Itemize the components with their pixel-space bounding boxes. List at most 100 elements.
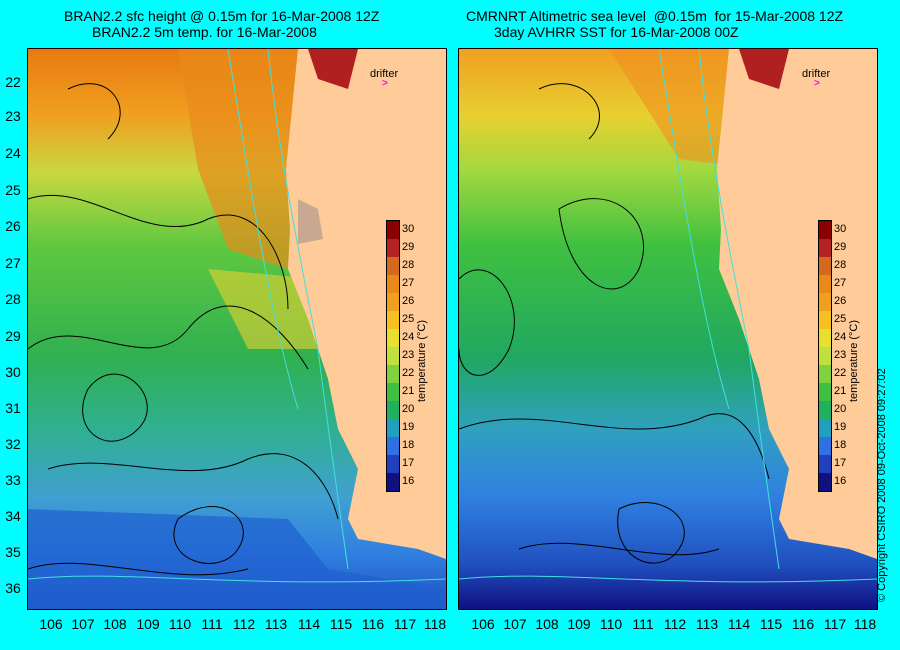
colorbar-swatch bbox=[387, 419, 399, 438]
x-label: 114 bbox=[727, 616, 751, 632]
colorbar-tick-label: 23 bbox=[402, 349, 415, 361]
colorbar-tick-label: 18 bbox=[402, 439, 415, 451]
x-label: 115 bbox=[759, 616, 783, 632]
colorbar-swatch bbox=[387, 329, 399, 348]
x-label: 111 bbox=[632, 616, 654, 632]
x-label: 114 bbox=[297, 616, 321, 632]
x-label: 110 bbox=[599, 616, 623, 632]
colorbar-tick-label: 20 bbox=[834, 403, 847, 415]
x-label: 117 bbox=[393, 616, 417, 632]
colorbar-tick-label: 19 bbox=[402, 421, 415, 433]
x-label: 113 bbox=[264, 616, 288, 632]
colorbar-swatch bbox=[387, 257, 399, 276]
x-label: 112 bbox=[663, 616, 687, 632]
colorbar-tick-label: 18 bbox=[834, 439, 847, 451]
colorbar-tick-label: 27 bbox=[834, 277, 847, 289]
x-label: 118 bbox=[853, 616, 877, 632]
y-label: 31 bbox=[5, 400, 21, 416]
x-label: 117 bbox=[823, 616, 847, 632]
left-title-line1: BRAN2.2 sfc height @ 0.15m for 16-Mar-20… bbox=[64, 8, 380, 24]
drifter-label-left: drifter bbox=[370, 68, 399, 80]
colorbar-swatch bbox=[819, 347, 831, 366]
colorbar-tick-label: 22 bbox=[834, 367, 847, 379]
colorbar-tick-label: 21 bbox=[402, 385, 415, 397]
x-label: 115 bbox=[329, 616, 353, 632]
colorbar-tick-label: 21 bbox=[834, 385, 847, 397]
x-label: 109 bbox=[136, 616, 160, 632]
colorbar-swatch bbox=[387, 311, 399, 330]
x-label: 109 bbox=[567, 616, 591, 632]
drifter-marker-left: > bbox=[382, 78, 388, 89]
y-label: 33 bbox=[5, 472, 21, 488]
colorbar-swatch bbox=[819, 401, 831, 420]
y-label: 25 bbox=[5, 182, 21, 198]
x-label: 107 bbox=[503, 616, 527, 632]
colorbar-tick-label: 28 bbox=[402, 259, 415, 271]
right-title-line1: CMRNRT Altimetric sea level @0.15m for 1… bbox=[466, 8, 844, 24]
colorbar-swatch bbox=[387, 473, 399, 492]
colorbar-swatch bbox=[387, 275, 399, 294]
y-label: 24 bbox=[5, 145, 21, 161]
colorbar-tick-label: 24 bbox=[834, 331, 847, 343]
colorbar-swatch bbox=[819, 383, 831, 402]
colorbar-swatch bbox=[819, 311, 831, 330]
colorbar-tick-label: 30 bbox=[402, 223, 415, 235]
colorbar-tick-label: 25 bbox=[402, 313, 415, 325]
colorbar-swatch bbox=[387, 365, 399, 384]
right-map-panel bbox=[458, 48, 878, 610]
colorbar-tick-label: 20 bbox=[402, 403, 415, 415]
x-label: 111 bbox=[201, 616, 223, 632]
colorbar-right bbox=[818, 220, 832, 492]
colorbar-tick-label: 16 bbox=[402, 475, 415, 487]
colorbar-tick-label: 26 bbox=[834, 295, 847, 307]
colorbar-swatch bbox=[387, 239, 399, 258]
left-map-svg bbox=[28, 49, 446, 609]
colorbar-swatch bbox=[387, 221, 399, 240]
right-map-svg bbox=[459, 49, 877, 609]
colorbar-tick-label: 29 bbox=[402, 241, 415, 253]
colorbar-tick-label: 25 bbox=[834, 313, 847, 325]
colorbar-swatch bbox=[819, 419, 831, 438]
y-label: 30 bbox=[5, 364, 21, 380]
y-label: 28 bbox=[5, 291, 21, 307]
x-label: 116 bbox=[791, 616, 815, 632]
colorbar-right-svg bbox=[819, 221, 831, 492]
colorbar-tick-label: 23 bbox=[834, 349, 847, 361]
y-label: 36 bbox=[5, 580, 21, 596]
colorbar-swatch bbox=[819, 437, 831, 456]
colorbar-swatch bbox=[819, 239, 831, 258]
colorbar-tick-label: 17 bbox=[834, 457, 847, 469]
x-label: 110 bbox=[168, 616, 192, 632]
copyright-text: © Copyright CSIRO 2008 09-Oct-2008 09:27… bbox=[876, 368, 888, 602]
x-label: 116 bbox=[361, 616, 385, 632]
colorbar-tick-label: 22 bbox=[402, 367, 415, 379]
colorbar-tick-label: 16 bbox=[834, 475, 847, 487]
y-label: 29 bbox=[5, 328, 21, 344]
colorbar-swatch bbox=[819, 275, 831, 294]
colorbar-right-label: temperature (°C) bbox=[848, 319, 860, 402]
x-label: 112 bbox=[232, 616, 256, 632]
colorbar-swatch bbox=[819, 365, 831, 384]
y-label: 22 bbox=[5, 74, 21, 90]
drifter-label-right: drifter bbox=[802, 68, 831, 80]
x-label: 118 bbox=[423, 616, 447, 632]
y-label: 35 bbox=[5, 544, 21, 560]
x-label: 113 bbox=[695, 616, 719, 632]
colorbar-swatch bbox=[387, 383, 399, 402]
y-label: 26 bbox=[5, 218, 21, 234]
colorbar-swatch bbox=[387, 293, 399, 312]
y-label: 32 bbox=[5, 436, 21, 452]
colorbar-swatch bbox=[387, 401, 399, 420]
colorbar-tick-label: 24 bbox=[402, 331, 415, 343]
colorbar-swatch bbox=[819, 293, 831, 312]
y-label: 27 bbox=[5, 255, 21, 271]
colorbar-swatch bbox=[819, 329, 831, 348]
x-label: 108 bbox=[103, 616, 127, 632]
colorbar-tick-label: 26 bbox=[402, 295, 415, 307]
colorbar-left-label: temperature (°C) bbox=[416, 319, 428, 402]
x-label: 106 bbox=[471, 616, 495, 632]
drifter-marker-right: > bbox=[814, 78, 820, 89]
colorbar-tick-label: 30 bbox=[834, 223, 847, 235]
left-map-panel bbox=[27, 48, 447, 610]
right-title-line2: 3day AVHRR SST for 16-Mar-2008 00Z bbox=[494, 24, 739, 40]
